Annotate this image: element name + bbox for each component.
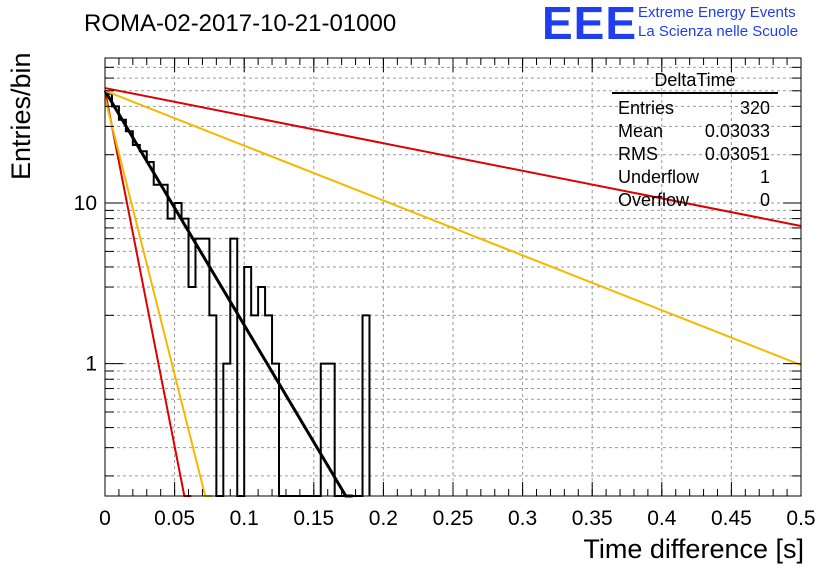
x-tick-label: 0.15 <box>293 507 334 530</box>
stats-value: 0 <box>759 190 770 210</box>
grid <box>104 57 802 496</box>
x-tick-label: 0.45 <box>711 507 752 530</box>
org-line-2: La Scienza nelle Scuole <box>638 23 799 40</box>
stats-label: Overflow <box>618 190 690 210</box>
fit-curve-red-4 <box>104 87 802 227</box>
histogram-outline <box>105 92 371 497</box>
x-tick-label: 0.35 <box>572 507 613 530</box>
stats-label: Underflow <box>618 167 700 187</box>
y-tick-label: 1 <box>85 353 97 376</box>
stats-label: Mean <box>618 121 664 141</box>
x-tick-label: 0 <box>99 507 111 530</box>
fit-curve-black-2 <box>103 90 353 498</box>
stats-box: DeltaTime Entries 320 Mean 0.03033 RMS 0… <box>612 70 778 212</box>
stats-row-mean: Mean 0.03033 <box>612 120 778 143</box>
stats-row-underflow: Underflow 1 <box>612 166 778 189</box>
histogram <box>105 92 371 497</box>
eee-organization: Extreme Energy Events La Scienza nelle S… <box>638 3 798 41</box>
stats-value: 0.03051 <box>704 144 770 164</box>
stats-row-entries: Entries 320 <box>612 97 778 120</box>
x-tick-label: 0.25 <box>433 507 474 530</box>
fit-curve-orange-3 <box>104 89 802 367</box>
x-axis-title: Time difference [s] <box>583 534 804 564</box>
x-tick-label: 0.05 <box>154 507 195 530</box>
stats-value: 320 <box>739 98 770 118</box>
x-tick-label: 0.4 <box>647 507 677 530</box>
stats-value: 1 <box>759 167 770 187</box>
stats-row-rms: RMS 0.03051 <box>612 143 778 166</box>
y-axis-title: Entries/bin <box>6 52 36 180</box>
org-line-1: Extreme Energy Events <box>638 4 796 21</box>
fit-curve-orange-1 <box>104 97 213 497</box>
stats-label: RMS <box>618 144 658 164</box>
stats-title: DeltaTime <box>612 70 778 94</box>
x-tick-label: 0.5 <box>786 507 815 530</box>
stats-value: 0.03033 <box>704 121 770 141</box>
x-tick-label: 0.1 <box>230 507 259 530</box>
x-tick-label: 0.2 <box>369 507 398 530</box>
stats-label: Entries <box>618 98 675 118</box>
x-tick-label: 0.3 <box>508 507 537 530</box>
eee-logo: EEE <box>542 0 638 49</box>
stats-row-overflow: Overflow 0 <box>612 189 778 212</box>
run-title: ROMA-02-2017-10-21-01000 <box>84 10 397 37</box>
y-tick-label: 10 <box>74 192 97 215</box>
